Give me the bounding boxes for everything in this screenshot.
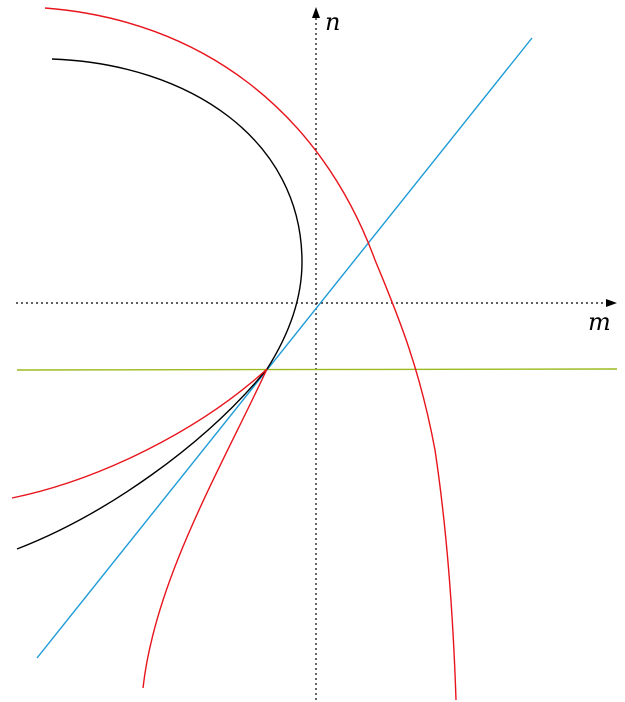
green-horizontal-line	[16, 368, 618, 371]
blue-tangent-line	[36, 37, 533, 659]
red-curve-lower	[11, 368, 268, 689]
n-axis-arrow-icon	[312, 7, 320, 18]
m-axis-label: m	[588, 308, 611, 336]
n-axis-label: n	[325, 8, 340, 36]
red-curve-upper	[44, 7, 457, 701]
black-parabola	[16, 58, 303, 550]
m-axis-arrow-icon	[606, 299, 617, 307]
